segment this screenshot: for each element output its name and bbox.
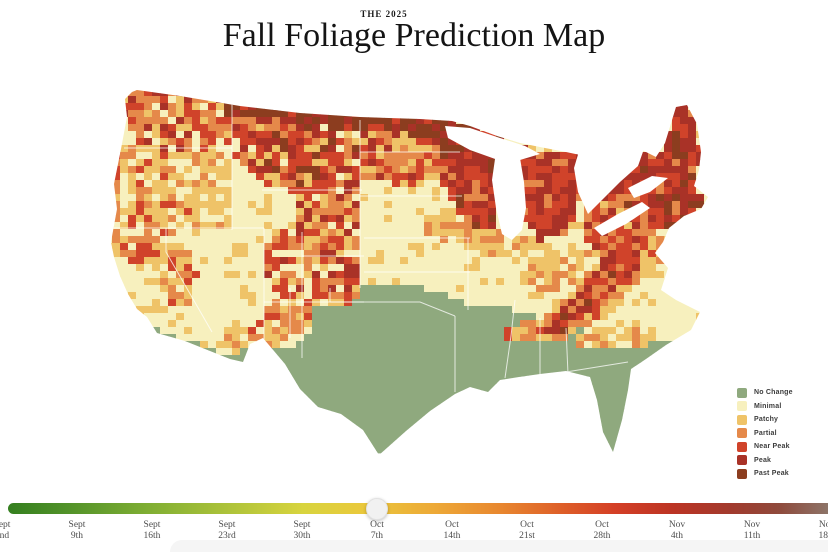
timeline-date-label: Nov18th [818,520,828,541]
state-border-line [504,299,516,379]
lake-michigan [492,148,526,240]
title-kicker: THE 2025 [360,9,408,19]
timeline-date-label: Nov 4th [668,520,686,541]
timeline-handle[interactable] [366,497,388,520]
timeline-track[interactable] [8,503,828,514]
lake-huron-gap [574,138,645,214]
lake-superior [445,126,540,160]
timeline-date-label: Oct 21st [519,520,535,541]
timeline-date-label: Sept 23rd [218,520,236,541]
peak-swatch [737,455,747,466]
state-border-line [330,301,456,317]
legend-row: Minimal [737,400,793,414]
state-border-line [565,327,569,375]
legend-row: No Change [737,386,793,400]
state-border-line [165,228,213,333]
partial-swatch [737,428,747,439]
legend-row: Past Peak [737,467,793,481]
legend-label: Past Peak [754,470,789,478]
timeline-date-label: Sept 16th [143,520,161,541]
patchy-swatch [737,414,747,425]
timeline-date-label: Sept 9th [68,520,86,541]
minimal-swatch [737,401,747,412]
legend-row: Peak [737,454,793,468]
legend-row: Partial [737,427,793,441]
past_peak-swatch [737,468,747,479]
timeline-date-label: Oct 28th [593,520,611,541]
legend-label: Peak [754,456,772,464]
legend-label: No Change [754,389,793,397]
timeline-date-label: Sept2nd [0,520,11,541]
legend-row: Near Peak [737,440,793,454]
timeline-date-label: Oct 7th [370,520,384,541]
legend: No Change Minimal Patchy Partial Near Peak Pe… [737,386,793,481]
no_change-swatch [737,387,747,398]
bottom-panel [170,540,828,552]
page-title: Fall Foliage Prediction Map [222,17,606,54]
near_peak-swatch [737,441,747,452]
legend-row: Patchy [737,413,793,427]
legend-label: Partial [754,429,777,437]
legend-label: Minimal [754,402,782,410]
timeline-date-label: Nov 11th [743,520,761,541]
lake-erie [594,202,650,236]
state-border-line [565,361,629,373]
lake-ontario [628,176,668,198]
legend-label: Patchy [754,416,779,424]
timeline-date-label: Oct 14th [443,520,461,541]
timeline-date-label: Sept 30th [293,520,311,541]
legend-label: Near Peak [754,443,790,451]
